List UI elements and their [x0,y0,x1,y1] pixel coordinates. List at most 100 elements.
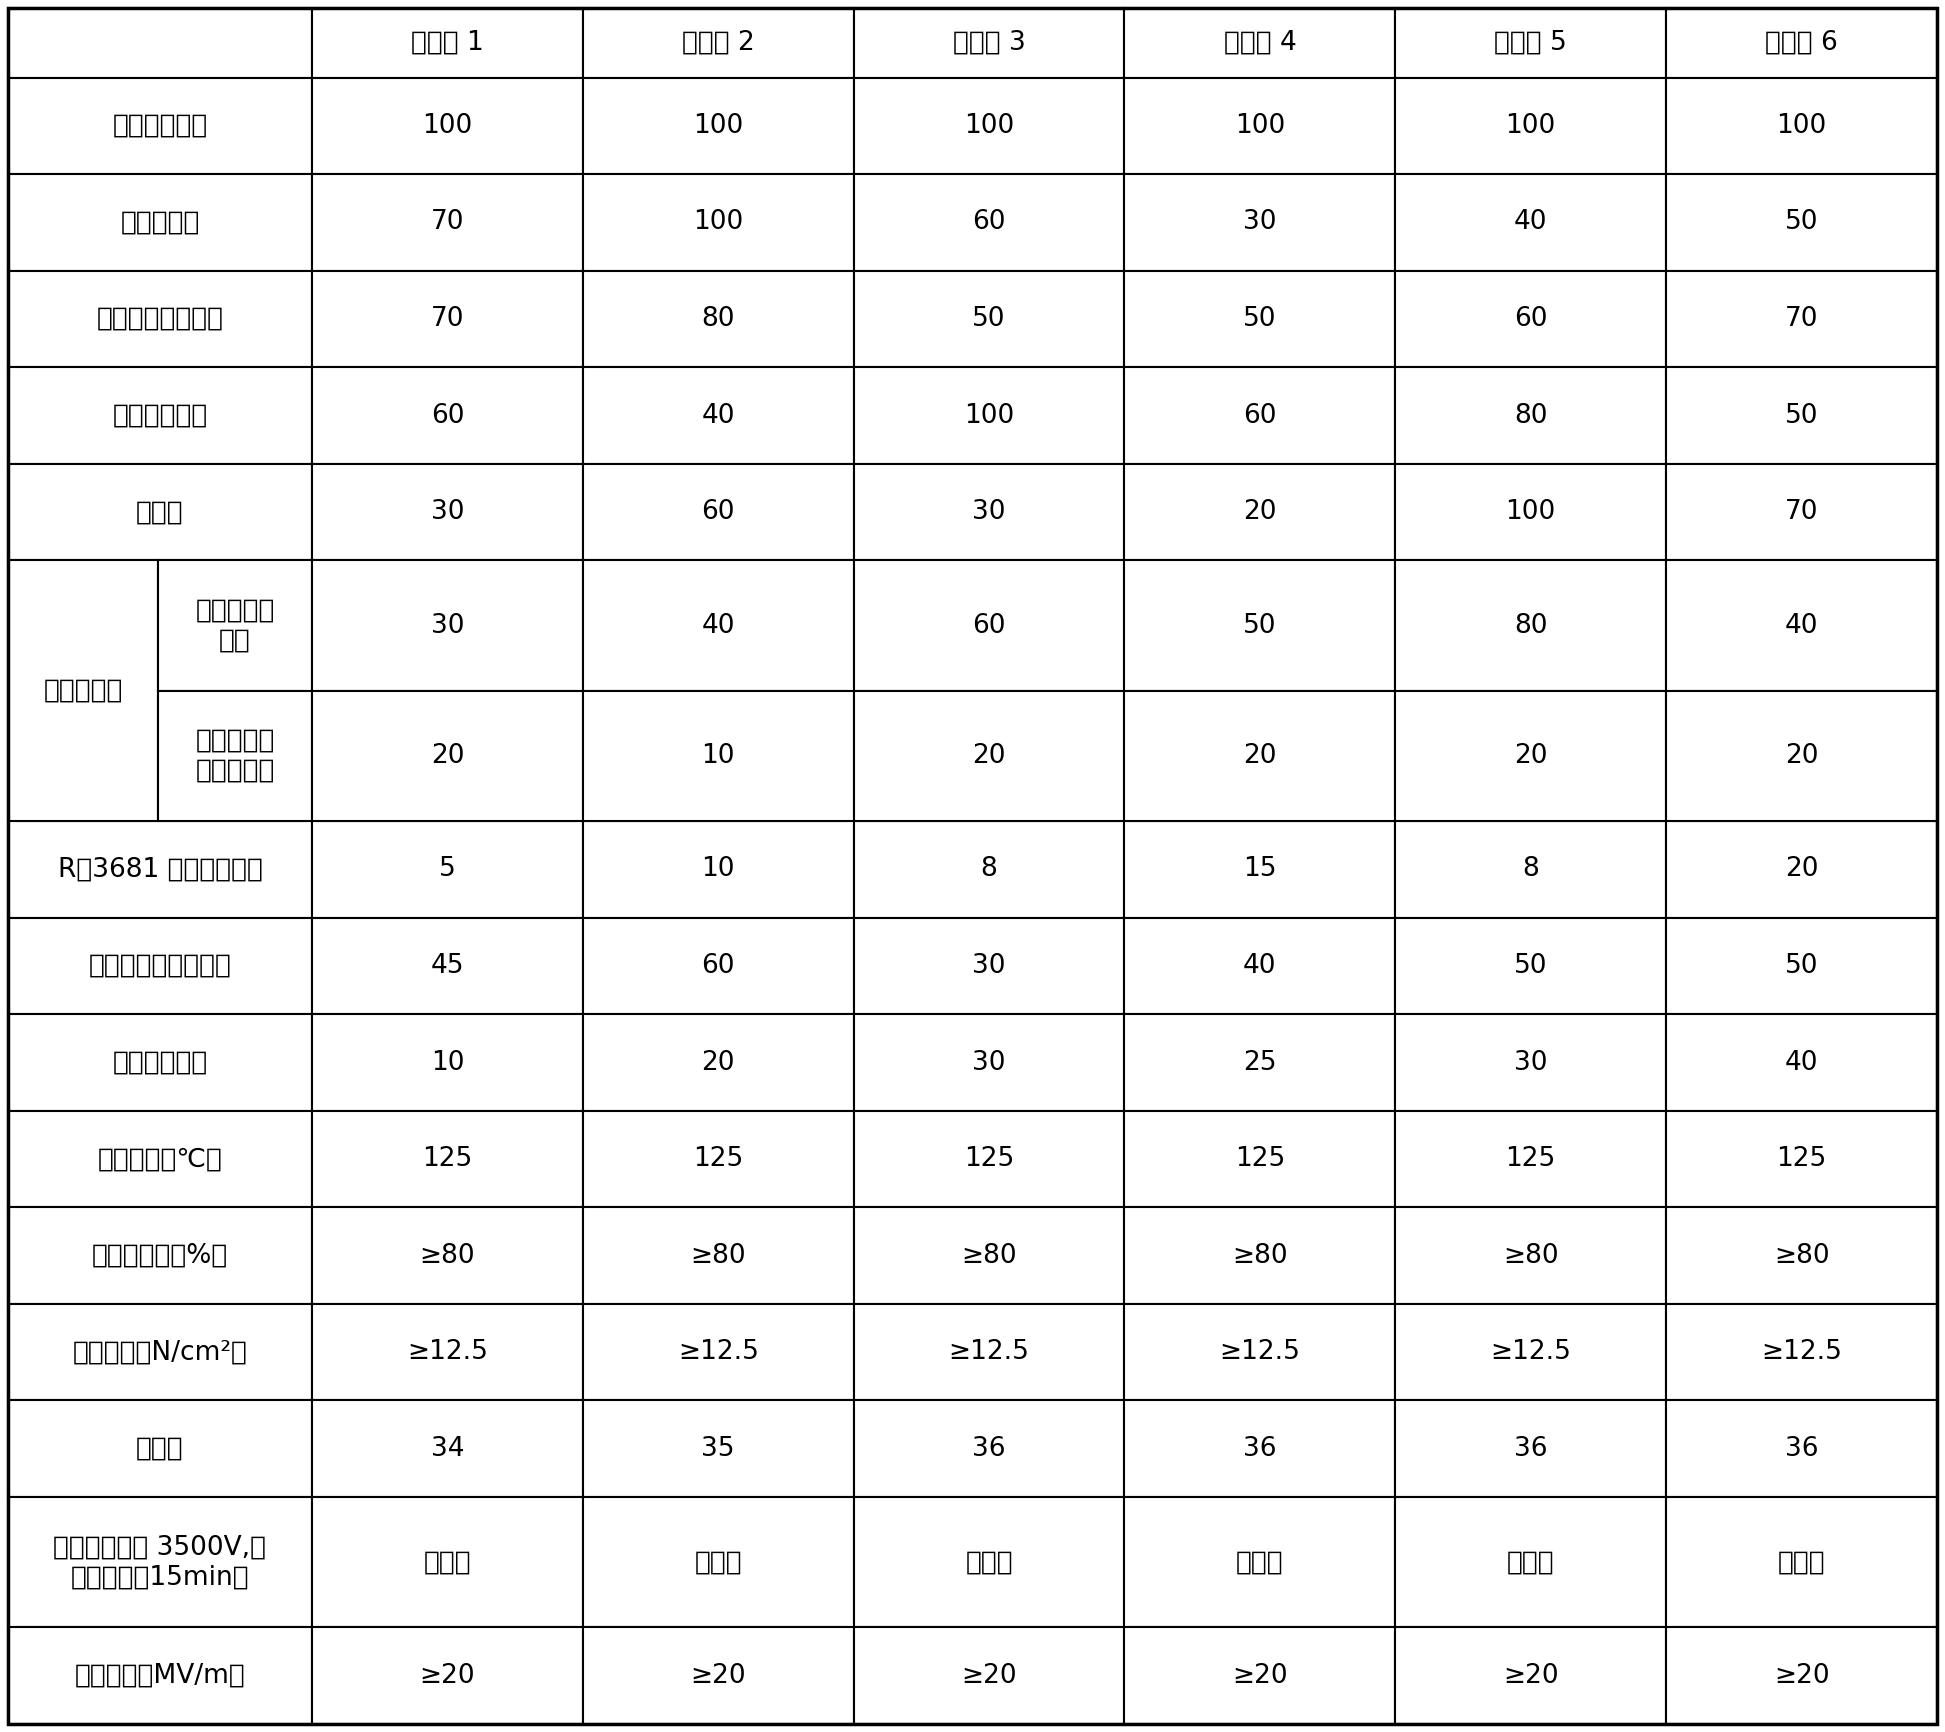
Bar [311,175,584,270]
Bar [1124,1496,1395,1628]
Bar [8,78,311,175]
Bar [1667,918,1937,1015]
Text: 100: 100 [1235,113,1286,139]
Bar [1395,561,1667,691]
Bar [1667,1628,1937,1723]
Text: 125: 125 [1235,1147,1286,1173]
Text: 30: 30 [972,1050,1006,1076]
Bar [854,691,1124,821]
Text: 20: 20 [1786,743,1819,769]
Bar [8,918,311,1015]
Bar [8,821,311,918]
Text: 拉伸强度（N/cm²）: 拉伸强度（N/cm²） [72,1339,247,1365]
Text: ≥80: ≥80 [1231,1242,1288,1268]
Text: 125: 125 [1776,1147,1826,1173]
Bar [8,1304,311,1401]
Text: 介电强度（MV/m）: 介电强度（MV/m） [74,1663,245,1689]
Bar [854,1110,1124,1207]
Text: 50: 50 [1243,307,1276,333]
Text: 50: 50 [1786,210,1819,236]
Text: 45: 45 [430,953,465,979]
Bar [8,1207,311,1304]
Bar [1395,464,1667,561]
Text: 36: 36 [1513,1436,1548,1462]
Text: 40: 40 [1243,953,1276,979]
Bar [311,561,584,691]
Bar [584,464,854,561]
Text: 不击穿: 不击穿 [1778,1548,1826,1574]
Bar [854,1304,1124,1401]
Text: 30: 30 [1243,210,1276,236]
Text: 实施例 6: 实施例 6 [1766,29,1838,55]
Bar [584,918,854,1015]
Text: 10: 10 [430,1050,465,1076]
Bar [1667,78,1937,175]
Bar [854,1401,1124,1496]
Bar [311,1207,584,1304]
Text: 40: 40 [1786,1050,1819,1076]
Bar [854,9,1124,78]
Bar [1667,1496,1937,1628]
Bar [1667,1110,1937,1207]
Text: 不击穿: 不击穿 [1507,1548,1554,1574]
Bar [1667,1015,1937,1110]
Text: 8: 8 [980,856,998,882]
Bar [584,1207,854,1304]
Bar [1124,270,1395,367]
Bar [1395,9,1667,78]
Text: 30: 30 [1513,1050,1548,1076]
Bar [8,1015,311,1110]
Text: 70: 70 [430,210,465,236]
Bar [1667,691,1937,821]
Bar [584,78,854,175]
Text: ≥12.5: ≥12.5 [1220,1339,1301,1365]
Bar [1395,1110,1667,1207]
Bar [311,464,584,561]
Text: 20: 20 [1786,856,1819,882]
Bar [8,561,158,821]
Bar [1124,691,1395,821]
Bar [8,367,311,464]
Bar [1667,175,1937,270]
Text: 60: 60 [972,210,1006,236]
Text: 60: 60 [702,499,735,525]
Bar [1124,1110,1395,1207]
Text: 实施例 2: 实施例 2 [683,29,755,55]
Bar [584,270,854,367]
Bar [1667,464,1937,561]
Text: 氯化聚氯乙烯: 氯化聚氯乙烯 [113,402,208,428]
Text: 三烯丙基异腈脲酸酯: 三烯丙基异腈脲酸酯 [89,953,231,979]
Text: ≥12.5: ≥12.5 [677,1339,759,1365]
Bar [311,270,584,367]
Text: 实施例 1: 实施例 1 [410,29,484,55]
Bar [1395,78,1667,175]
Bar [584,1496,854,1628]
Text: 不击穿: 不击穿 [694,1548,743,1574]
Bar [311,1401,584,1496]
Text: 8: 8 [1523,856,1538,882]
Text: 30: 30 [430,499,465,525]
Bar [311,1015,584,1110]
Text: 聚乙烯: 聚乙烯 [136,499,185,525]
Bar [311,918,584,1015]
Bar [158,561,311,691]
Text: 实施例 5: 实施例 5 [1494,29,1568,55]
Bar [1124,9,1395,78]
Bar [854,78,1124,175]
Bar [8,1110,311,1207]
Text: ≥80: ≥80 [1503,1242,1558,1268]
Text: 50: 50 [1513,953,1548,979]
Bar [854,1628,1124,1723]
Text: 100: 100 [965,113,1013,139]
Text: 工频耐压试验 3500V,不
击穿时间（15min）: 工频耐压试验 3500V,不 击穿时间（15min） [54,1535,266,1590]
Text: 5: 5 [440,856,455,882]
Bar [1395,821,1667,918]
Bar [158,691,311,821]
Bar [1124,1015,1395,1110]
Text: 40: 40 [702,613,735,639]
Bar [584,9,854,78]
Text: 125: 125 [1505,1147,1556,1173]
Bar [584,821,854,918]
Bar [1667,9,1937,78]
Text: 25: 25 [1243,1050,1276,1076]
